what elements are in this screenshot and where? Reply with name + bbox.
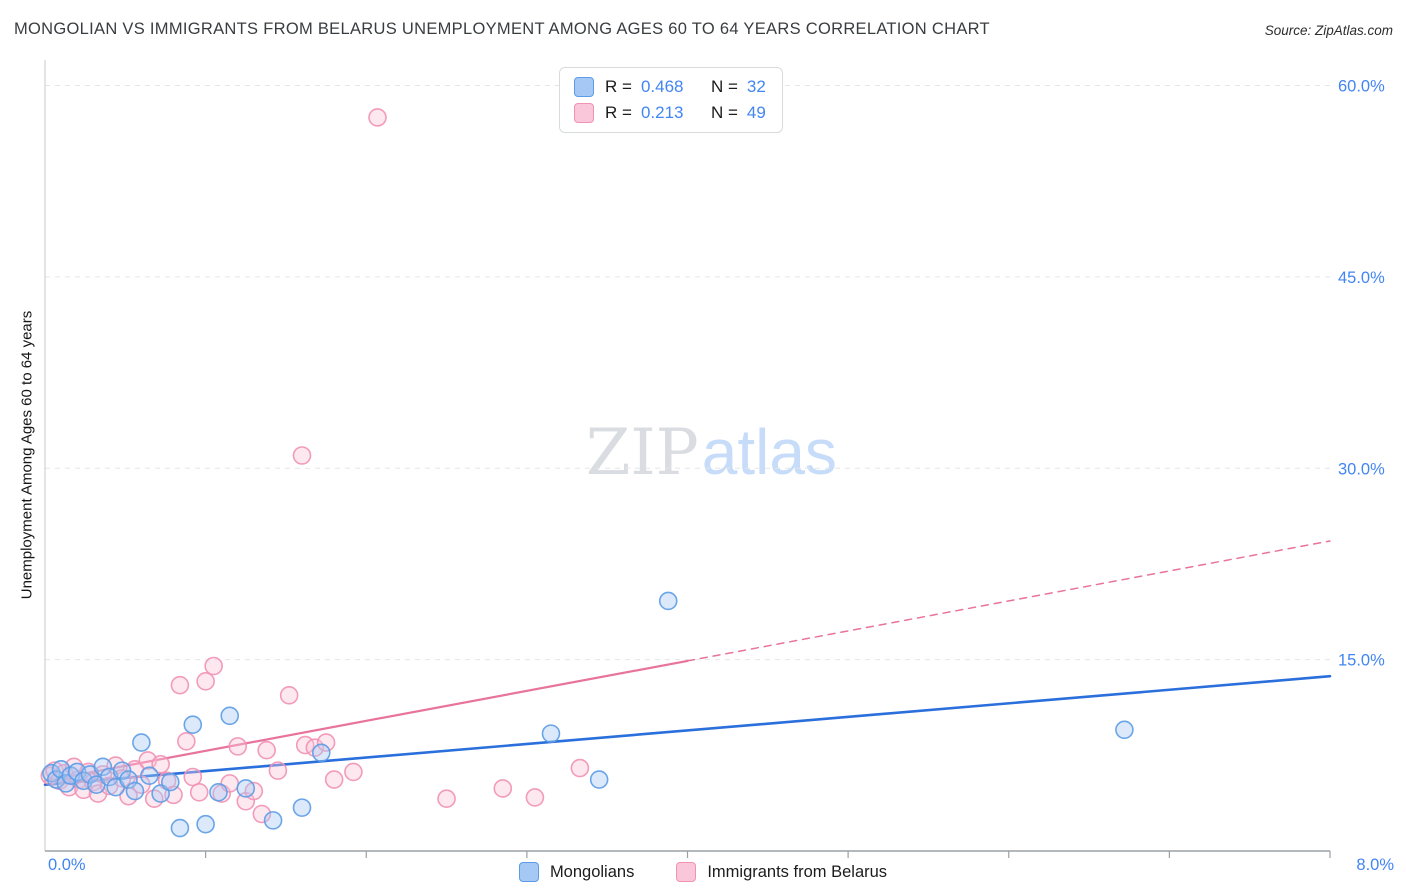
stats-row-mongolians: R = 0.468 N = 32 — [574, 77, 766, 97]
scatter-point-belarus — [437, 789, 456, 808]
scatter-point-mongolians — [589, 770, 609, 789]
scatter-point-mongolians — [236, 779, 256, 798]
scatter-point-belarus — [252, 804, 272, 824]
scatter-point-mongolians — [170, 818, 190, 838]
scatter-point-belarus — [279, 686, 299, 705]
r-value-mongolians: 0.468 — [640, 77, 684, 96]
scatter-point-belarus — [170, 675, 190, 695]
legend-item-belarus: Immigrants from Belarus — [676, 862, 887, 882]
n-label: N = — [710, 77, 738, 96]
x-tick-label: 8.0% — [1356, 856, 1394, 874]
n-value-mongolians: 32 — [746, 77, 766, 96]
n-label: N = — [710, 103, 738, 122]
r-label: R = — [605, 77, 632, 96]
y-tick-label: 45.0% — [1338, 269, 1385, 287]
scatter-point-belarus — [177, 731, 196, 751]
belarus-swatch — [574, 103, 594, 123]
mongolians-swatch — [574, 77, 594, 97]
scatter-point-belarus — [268, 761, 288, 780]
trend-line-mongolians — [43, 674, 1332, 786]
scatter-point-belarus — [151, 754, 170, 774]
source-label: Source: ZipAtlas.com — [1264, 23, 1393, 38]
y-tick-label: 15.0% — [1338, 652, 1385, 670]
y-tick-label: 30.0% — [1338, 460, 1385, 478]
scatter-point-mongolians — [93, 757, 113, 777]
series-legend: Mongolians Immigrants from Belarus — [0, 862, 1406, 882]
scatter-point-mongolians — [46, 770, 66, 789]
x-tick-label: 0.0% — [48, 856, 86, 874]
n-value-belarus: 49 — [746, 103, 766, 122]
chart-title: MONGOLIAN VS IMMIGRANTS FROM BELARUS UNE… — [14, 20, 990, 38]
scatter-point-belarus — [292, 446, 312, 465]
legend-label-mongolians: Mongolians — [549, 862, 635, 881]
scatter-point-mongolians — [311, 743, 331, 763]
scatter-point-mongolians — [209, 783, 228, 802]
scatter-point-belarus — [183, 767, 203, 787]
scatter-point-mongolians — [196, 814, 215, 834]
r-label: R = — [605, 103, 632, 122]
mongolians-swatch — [518, 862, 539, 882]
scatter-point-belarus — [316, 733, 336, 752]
scatter-point-mongolians — [263, 811, 283, 830]
stats-row-belarus: R = 0.213 N = 49 — [574, 103, 766, 123]
trend-line-belarus-extrapolated — [686, 540, 1331, 662]
scatter-point-belarus — [344, 762, 363, 782]
scatter-point-mongolians — [1115, 720, 1134, 740]
scatter-point-mongolians — [140, 766, 159, 786]
stats-legend-box: R = 0.468 N = 32 R = 0.213 N = 49 — [559, 67, 783, 133]
legend-label-belarus: Immigrants from Belarus — [707, 862, 888, 881]
scatter-point-belarus — [324, 770, 344, 789]
scatter-point-mongolians — [292, 798, 312, 817]
scatter-point-mongolians — [119, 770, 138, 789]
y-tick-label: 60.0% — [1338, 78, 1385, 96]
scatter-point-belarus — [196, 672, 215, 691]
scatter-point-belarus — [204, 656, 223, 676]
y-axis-title: Unemployment Among Ages 60 to 64 years — [18, 310, 36, 600]
scatter-point-belarus — [525, 788, 545, 807]
scatter-point-mongolians — [183, 715, 203, 734]
scatter-point-mongolians — [541, 724, 561, 743]
scatter-point-belarus — [570, 758, 590, 778]
scatter-point-belarus — [368, 108, 387, 127]
scatter-point-belarus — [493, 779, 513, 798]
r-value-belarus: 0.213 — [640, 103, 684, 122]
scatter-point-mongolians — [220, 706, 240, 726]
scatter-point-mongolians — [658, 591, 678, 611]
scatter-point-belarus — [257, 740, 276, 760]
scatter-point-mongolians — [125, 781, 145, 801]
scatter-point-mongolians — [132, 733, 151, 752]
scatter-point-belarus — [228, 737, 248, 756]
scatter-point-belarus — [189, 783, 209, 802]
belarus-swatch — [676, 862, 697, 882]
scatter-point-mongolians — [160, 772, 180, 792]
legend-item-mongolians: Mongolians — [518, 862, 635, 882]
